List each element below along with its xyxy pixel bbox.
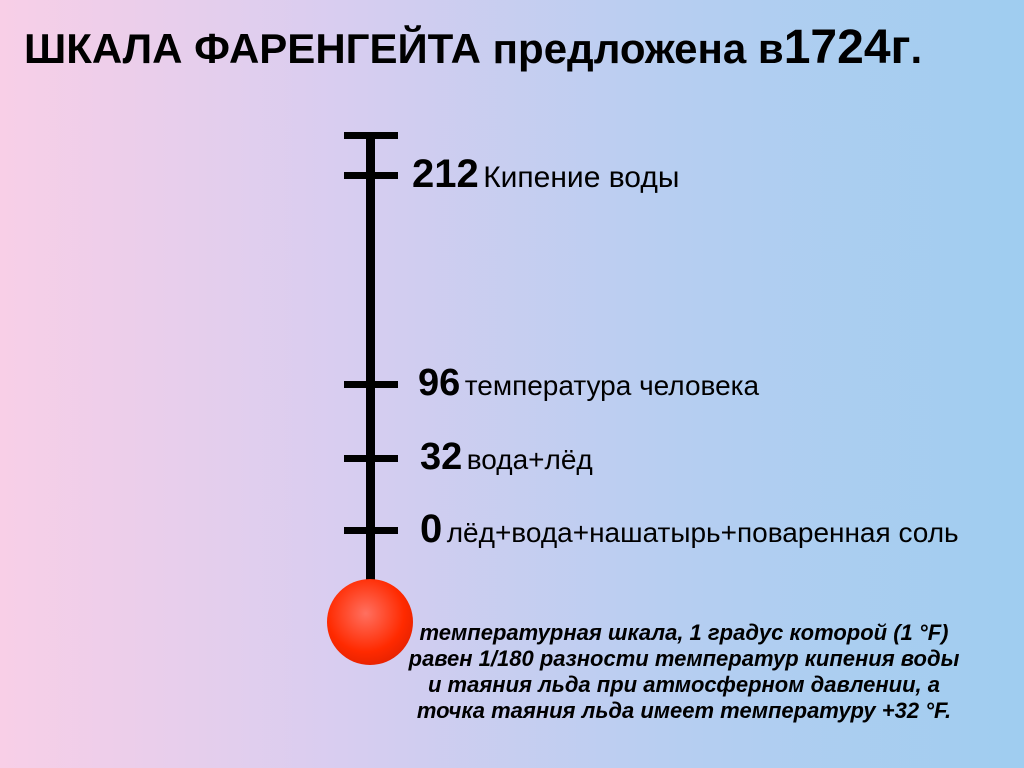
thermometer-stem [366,132,375,588]
mark-label-text: лёд+вода+нашатырь+поваренная соль [447,517,959,548]
thermometer-bulb [327,579,413,665]
thermometer-mark: 212 Кипение воды [412,152,679,197]
title-prefix: ШКАЛА ФАРЕНГЕЙТА предложена в [24,25,784,72]
slide-title: ШКАЛА ФАРЕНГЕЙТА предложена в1724г. [24,20,922,75]
mark-value: 32 [420,436,462,478]
thermometer-tick [344,172,398,179]
mark-value: 212 [412,152,479,196]
thermometer-mark: 0 лёд+вода+нашатырь+поваренная соль [420,507,959,552]
title-year: 1724г [784,21,911,74]
thermometer-tick [344,132,398,139]
thermometer-mark: 96 температура человека [418,362,759,405]
mark-value: 0 [420,507,442,551]
mark-label-text: температура человека [465,370,759,401]
thermometer-tick [344,527,398,534]
thermometer-mark: 32 вода+лёд [420,436,593,479]
thermometer-tick [344,381,398,388]
mark-label-text: вода+лёд [467,444,593,475]
title-suffix: . [911,25,923,72]
mark-label-text: Кипение воды [483,161,679,194]
footnote-text: температурная шкала, 1 градус которой (1… [404,620,964,724]
thermometer-tick [344,455,398,462]
mark-value: 96 [418,362,460,404]
slide-canvas: ШКАЛА ФАРЕНГЕЙТА предложена в1724г. 212 … [0,0,1024,768]
